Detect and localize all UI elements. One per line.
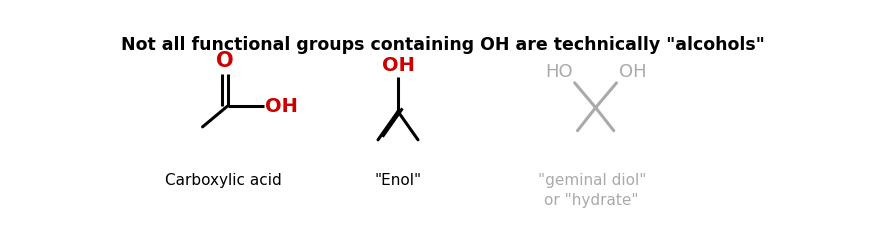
Text: O: O (216, 51, 234, 72)
Text: HO: HO (545, 63, 572, 80)
Text: OH: OH (382, 55, 415, 75)
Text: "geminal diol"
or "hydrate": "geminal diol" or "hydrate" (538, 173, 646, 208)
Text: OH: OH (265, 97, 298, 116)
Text: OH: OH (619, 63, 646, 80)
Text: Not all functional groups containing OH are technically "alcohols": Not all functional groups containing OH … (120, 36, 765, 54)
Text: Carboxylic acid: Carboxylic acid (166, 173, 282, 188)
Text: "Enol": "Enol" (375, 173, 422, 188)
